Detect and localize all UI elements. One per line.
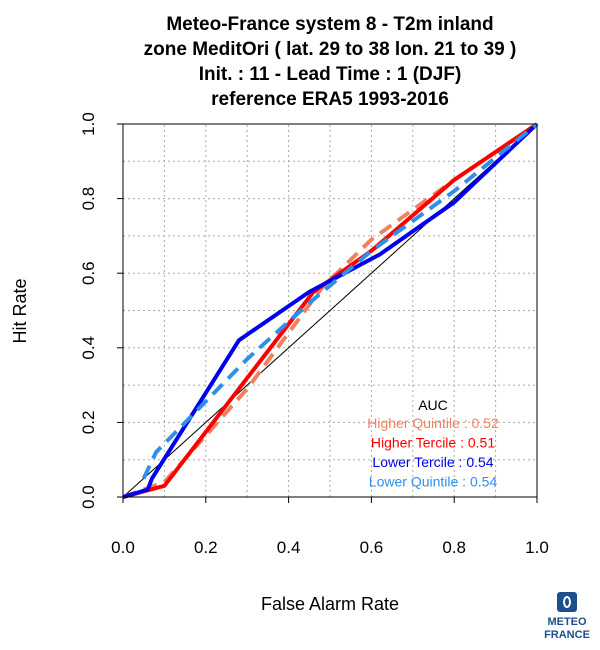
meteo-france-logo: METEO FRANCE [537,590,597,645]
y-axis-label: Hit Rate [10,278,30,343]
series-line-3 [122,122,539,499]
meteo-france-logo-icon [557,592,577,612]
legend-entry-2: Higher Tercile : 0.51 [371,435,495,451]
x-axis-label: False Alarm Rate [261,594,399,614]
x-axis: 0.0 0.2 0.4 0.6 0.8 1.0 [111,497,549,557]
legend-entry-1: Higher Quintile : 0.52 [367,415,499,431]
x-tick-label: 0.0 [111,538,135,557]
y-tick-label: 0.2 [79,411,98,435]
legend-entry-4: Lower Quintile : 0.54 [369,474,498,490]
x-tick-label: 1.0 [525,538,549,557]
series-lines [122,122,539,499]
y-axis: 0.0 0.2 0.4 0.6 0.8 1.0 [79,112,123,509]
plot-frame [122,123,538,498]
logo-text-line1: METEO [547,616,587,628]
y-tick-label: 0.6 [79,261,98,285]
x-tick-label: 0.8 [442,538,466,557]
chart-title: Meteo-France system 8 - T2m inland zone M… [144,14,517,110]
y-tick-label: 1.0 [79,112,98,136]
title-line-4: reference ERA5 1993-2016 [211,89,449,110]
diagonal-line [122,123,538,498]
x-tick-label: 0.6 [360,538,384,557]
legend-title: AUC [418,397,448,413]
title-line-1: Meteo-France system 8 - T2m inland [166,14,493,35]
y-tick-label: 0.0 [79,485,98,509]
logo-text-line2: FRANCE [544,629,590,641]
x-tick-label: 0.4 [277,538,301,557]
series-line-4 [141,122,539,480]
legend: AUC Higher Quintile : 0.52 Higher Tercile … [367,397,499,490]
title-line-3: Init. : 11 - Lead Time : 1 (DJF) [199,64,462,85]
y-tick-label: 0.4 [79,336,98,360]
legend-entry-3: Lower Tercile : 0.54 [372,454,493,470]
x-tick-label: 0.2 [194,538,218,557]
y-tick-label: 0.8 [79,187,98,211]
title-line-2: zone MeditOri ( lat. 29 to 38 lon. 21 to… [144,39,517,60]
